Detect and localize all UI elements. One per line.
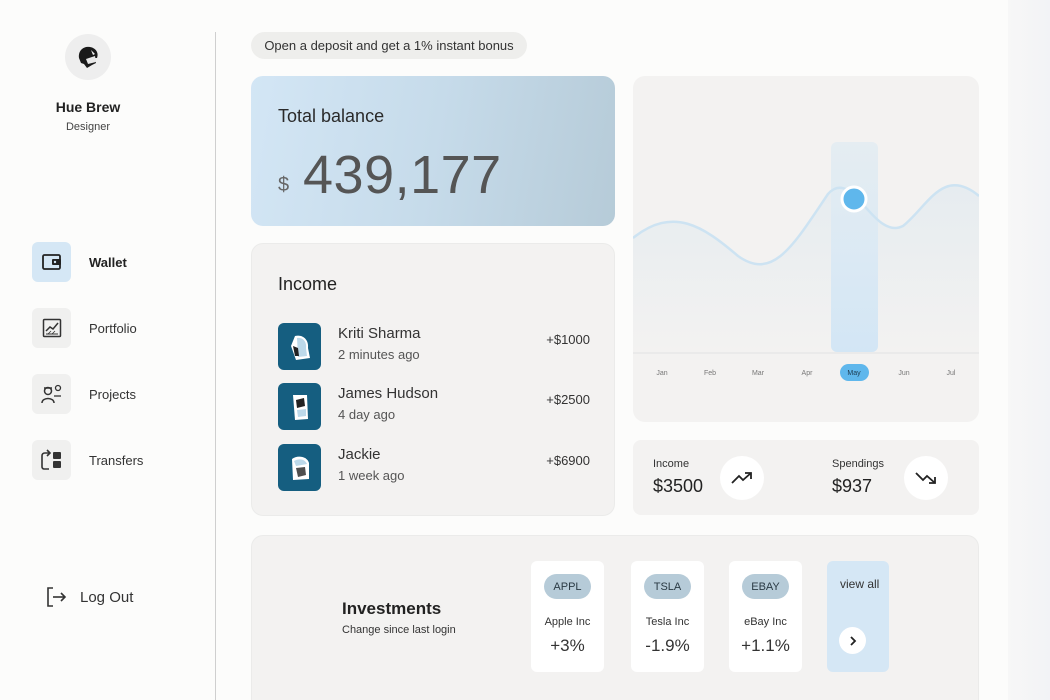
transaction-avatar (278, 444, 321, 491)
transaction-time: 2 minutes ago (338, 347, 420, 362)
nav-icon-wrap (32, 242, 71, 282)
stock-ticker: EBAY (742, 574, 789, 599)
user-avatar[interactable] (65, 34, 111, 80)
income-trend-button[interactable] (720, 456, 764, 500)
sidebar-item-label: Portfolio (89, 320, 137, 336)
sidebar: Hue Brew Designer Wallet (0, 0, 215, 700)
transaction-time: 1 week ago (338, 468, 405, 483)
user-name: Hue Brew (55, 99, 121, 115)
stock-ticker: TSLA (644, 574, 691, 599)
chevron-right-icon (849, 635, 856, 646)
transaction-amount: +$6900 (546, 453, 590, 468)
team-icon (40, 384, 61, 404)
investments-card: Investments Change since last login APPL… (251, 535, 979, 700)
balance-title: Total balance (278, 106, 385, 126)
stock-name: eBay Inc (744, 616, 787, 628)
selected-month-column (831, 142, 878, 352)
investments-subtitle: Change since last login (342, 624, 456, 636)
month-label[interactable]: May (847, 370, 861, 377)
selected-month-pill (840, 364, 869, 381)
balance-chart-card: Jan Feb Mar Apr May Jun Jul (633, 76, 979, 422)
chart-selected-point[interactable] (840, 185, 868, 213)
user-avatar-icon (78, 46, 98, 68)
month-label: Feb (704, 370, 716, 377)
month-label: Mar (752, 370, 765, 377)
transaction-row[interactable]: Kriti Sharma 2 minutes ago +$1000 (278, 323, 590, 371)
investments-title: Investments (342, 599, 442, 618)
chart-line (633, 183, 979, 266)
balance-currency: $ (278, 174, 290, 196)
month-label: Jan (656, 370, 667, 377)
nav-icon-wrap (32, 440, 71, 480)
stock-change: -1.9% (645, 636, 690, 655)
transfer-icon (40, 449, 61, 470)
user-role: Designer (65, 121, 111, 133)
sidebar-item-projects[interactable]: Projects (32, 374, 202, 414)
chart-icon (42, 318, 61, 338)
month-label: Jul (947, 370, 956, 377)
transaction-amount: +$2500 (546, 392, 590, 407)
app-window: Hue Brew Designer Wallet (0, 0, 979, 700)
sidebar-item-label: Projects (89, 386, 136, 402)
stock-name: Tesla Inc (645, 616, 690, 628)
stock-change: +1.1% (741, 636, 790, 655)
view-all-arrow-button[interactable] (839, 627, 866, 654)
income-card: Income Kriti Sharma 2 minutes ago +$1000 (251, 243, 615, 516)
sidebar-item-wallet[interactable]: Wallet (32, 242, 202, 282)
sidebar-item-portfolio[interactable]: Portfolio (32, 308, 202, 348)
month-label: Apr (802, 370, 814, 377)
stock-ticker: APPL (544, 574, 591, 599)
income-stat-value: $3500 (653, 476, 704, 496)
transaction-name: Jackie (338, 446, 381, 463)
balance-chart: Jan Feb Mar Apr May Jun Jul (633, 142, 979, 381)
transaction-time: 4 day ago (338, 407, 396, 422)
spendings-trend-button[interactable] (904, 456, 948, 500)
logout-button[interactable]: Log Out (44, 584, 133, 610)
transaction-row[interactable]: James Hudson 4 day ago +$2500 (278, 383, 590, 431)
sidebar-divider (215, 32, 216, 700)
window-edge (1008, 0, 1050, 700)
transaction-name: Kriti Sharma (338, 325, 421, 342)
trend-down-icon (915, 472, 936, 484)
chart-area (633, 185, 979, 352)
logout-label: Log Out (80, 588, 134, 606)
sidebar-item-label: Wallet (89, 254, 127, 270)
stock-change: +3% (550, 636, 585, 655)
nav-icon-wrap (32, 374, 71, 414)
trend-up-icon (731, 472, 752, 484)
income-spendings-card: Income $3500 Spendings $937 (633, 440, 979, 515)
logout-icon (47, 587, 67, 607)
transaction-avatar (278, 323, 321, 370)
transaction-amount: +$1000 (546, 332, 590, 347)
spendings-stat-label: Spendings (832, 458, 884, 470)
month-label: Jun (898, 370, 909, 377)
sidebar-item-transfers[interactable]: Transfers (32, 440, 202, 480)
stock-card-appl[interactable]: APPL Apple Inc +3% (531, 561, 604, 672)
income-stat-label: Income (653, 458, 690, 470)
transaction-avatar (278, 383, 321, 430)
spendings-stat-value: $937 (832, 476, 873, 496)
stock-card-ebay[interactable]: EBAY eBay Inc +1.1% (729, 561, 802, 672)
income-title: Income (278, 274, 338, 294)
stock-name: Apple Inc (544, 616, 591, 628)
transaction-name: James Hudson (338, 385, 439, 402)
total-balance-card: Total balance $ 439,177 (251, 76, 615, 226)
user-avatar-icon (292, 394, 308, 420)
balance-amount: 439,177 (303, 145, 502, 205)
stock-card-tsla[interactable]: TSLA Tesla Inc -1.9% (631, 561, 704, 672)
user-avatar-icon (290, 335, 310, 360)
promo-banner[interactable]: Open a deposit and get a 1% instant bonu… (251, 32, 527, 59)
view-all-label: view all (840, 577, 880, 591)
nav-icon-wrap (32, 308, 71, 348)
sidebar-item-label: Transfers (89, 452, 144, 468)
view-all-investments-button[interactable]: view all (827, 561, 889, 672)
wallet-icon (41, 254, 61, 270)
transaction-row[interactable]: Jackie 1 week ago +$6900 (278, 444, 590, 492)
user-avatar-icon (291, 456, 309, 480)
